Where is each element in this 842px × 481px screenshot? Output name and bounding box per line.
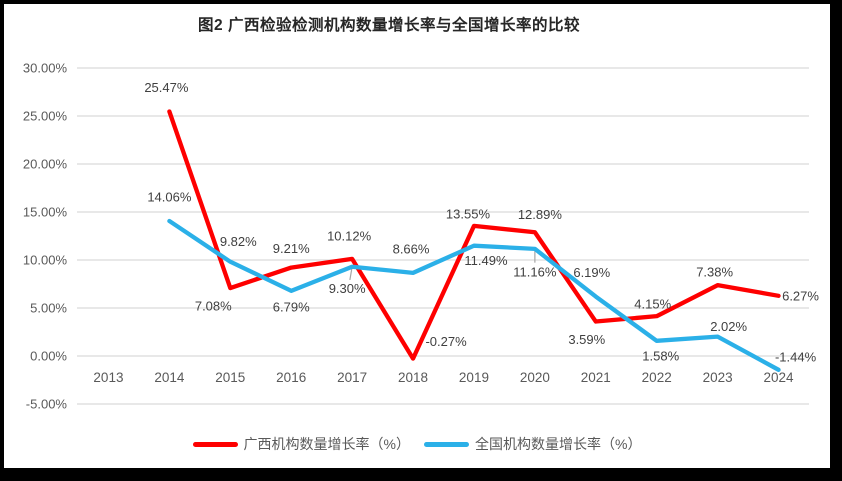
legend-item-guangxi: 广西机构数量增长率（%） (192, 434, 410, 454)
y-axis-tick-label: 30.00% (23, 61, 68, 76)
data-label: 8.66% (393, 241, 430, 256)
x-axis-tick-label: 2019 (459, 370, 489, 385)
data-label: 7.38% (696, 265, 733, 280)
y-axis-tick-label: -5.00% (26, 397, 68, 412)
x-axis-tick-label: 2016 (276, 370, 306, 385)
data-label: 13.55% (446, 206, 491, 221)
data-label: -0.27% (425, 334, 467, 349)
data-label: 11.49% (464, 253, 508, 268)
y-axis-tick-label: 5.00% (30, 301, 67, 316)
y-axis-tick-label: 15.00% (23, 205, 68, 220)
x-axis-tick-label: 2014 (154, 370, 185, 385)
data-label: 4.15% (634, 297, 671, 312)
data-label: 12.89% (518, 207, 563, 222)
national-series-line (167, 218, 781, 372)
chart-legend: 广西机构数量增长率（%） 全国机构数量增长率（%） (4, 434, 830, 454)
x-axis-tick-label: 2022 (642, 370, 672, 385)
y-axis-tick-label: 10.00% (23, 253, 68, 268)
data-label: 10.12% (327, 228, 372, 243)
data-label: 14.06% (147, 190, 192, 205)
data-label: 1.58% (642, 348, 679, 363)
x-axis-tick-label: 2013 (93, 370, 123, 385)
x-axis-tick-label: 2023 (703, 370, 733, 385)
data-label: -1.44% (775, 349, 817, 364)
data-label: 2.02% (710, 319, 747, 334)
legend-item-national: 全国机构数量增长率（%） (424, 434, 641, 454)
y-axis-tick-label: 20.00% (23, 157, 68, 172)
data-label: 9.82% (220, 234, 257, 249)
data-label: 25.47% (144, 80, 189, 95)
x-axis-tick-label: 2024 (764, 370, 795, 385)
y-axis-tick-label: 25.00% (23, 109, 68, 124)
data-label: 3.59% (568, 332, 605, 347)
x-axis-tick-label: 2020 (520, 370, 550, 385)
x-axis-tick-label: 2017 (337, 370, 367, 385)
national-legend-label: 全国机构数量增长率（%） (475, 436, 642, 452)
x-axis-tick-label: 2021 (581, 370, 611, 385)
guangxi-legend-label: 广西机构数量增长率（%） (243, 436, 410, 452)
guangxi-line-swatch (192, 441, 238, 447)
data-label: 7.08% (195, 299, 232, 314)
data-label: 6.19% (573, 265, 610, 280)
data-label: 6.27% (782, 288, 819, 303)
chart-title: 图2 广西检验检测机构数量增长率与全国增长率的比较 (198, 17, 580, 34)
y-axis-tick-label: 0.00% (30, 349, 67, 364)
x-axis-tick-label: 2018 (398, 370, 428, 385)
data-label: 9.30% (329, 281, 366, 296)
chart-plot-area: 30.00% 25.00% 20.00% 15.00% 10.00% 5.00% 0.00%… (23, 61, 819, 412)
data-label: 11.16% (513, 264, 557, 279)
guangxi-series-line (167, 109, 781, 361)
data-label: 9.21% (273, 241, 310, 256)
national-line-swatch (424, 441, 469, 447)
x-axis-tick-label: 2015 (215, 370, 245, 385)
data-label: 6.79% (273, 299, 310, 314)
